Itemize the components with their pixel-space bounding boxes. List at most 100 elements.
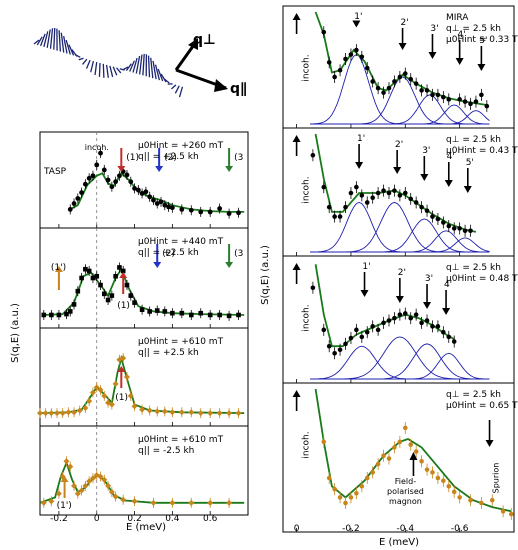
data-point xyxy=(150,499,157,506)
peak-arrowhead xyxy=(117,166,126,172)
data-point xyxy=(354,490,359,496)
peak-arrowhead xyxy=(225,262,234,268)
component-curve xyxy=(310,218,490,253)
data-point xyxy=(97,386,104,393)
data-point xyxy=(354,327,359,333)
peak-arrowhead xyxy=(398,42,407,50)
peak-label: 3' xyxy=(425,274,433,284)
spin-vector xyxy=(68,44,75,56)
data-point xyxy=(83,266,88,272)
data-point xyxy=(402,71,408,76)
data-point xyxy=(197,410,204,417)
data-point xyxy=(413,312,419,317)
data-point xyxy=(101,476,108,483)
data-point xyxy=(108,401,115,408)
q-label: q|| = -2.5 kh xyxy=(138,446,194,456)
data-point xyxy=(413,449,419,454)
data-point xyxy=(354,47,359,53)
data-point xyxy=(381,453,386,459)
data-point xyxy=(337,495,343,500)
data-point xyxy=(64,311,69,317)
data-point xyxy=(188,312,194,318)
data-point xyxy=(178,409,185,416)
data-point xyxy=(468,497,473,503)
spurion-arrowhead xyxy=(485,440,494,447)
peak-label: 5' xyxy=(479,36,487,46)
data-point xyxy=(123,374,130,380)
data-point xyxy=(166,204,171,210)
spin-vector xyxy=(122,66,129,71)
data-point xyxy=(154,408,161,415)
fit-curve xyxy=(314,11,487,106)
peak-label: (1') xyxy=(51,263,66,273)
x-tick-label: 0.4 xyxy=(165,514,180,524)
field-label: μ0Hint = 0.33 T xyxy=(446,35,518,45)
data-point xyxy=(98,282,103,288)
data-point xyxy=(146,407,153,414)
peak-arrowhead xyxy=(477,64,486,71)
magnon-arrowhead xyxy=(409,452,418,460)
data-point xyxy=(109,293,115,298)
data-point xyxy=(451,226,457,231)
peak-label: 4' xyxy=(447,152,455,162)
peak-label: (1) xyxy=(117,301,130,311)
peak-label: 3' xyxy=(430,24,438,34)
data-point xyxy=(479,92,484,98)
data-point xyxy=(120,268,126,274)
data-point xyxy=(63,458,70,465)
x-tick-label: 0.2 xyxy=(127,514,141,524)
data-point xyxy=(170,310,175,316)
data-point xyxy=(139,191,145,196)
data-point xyxy=(375,461,381,467)
data-point xyxy=(86,478,93,485)
x-tick-label: -0.6 xyxy=(451,524,469,534)
data-point xyxy=(310,285,316,291)
data-point xyxy=(101,392,108,399)
peak-arrowhead xyxy=(352,20,361,28)
data-point xyxy=(364,475,370,481)
q-label: q⊥ = 2.5 kh xyxy=(446,390,501,400)
peak-label: 1' xyxy=(354,12,362,22)
data-point xyxy=(207,312,213,318)
data-point xyxy=(392,79,397,84)
data-point xyxy=(332,486,337,492)
data-point xyxy=(381,90,386,95)
data-point xyxy=(37,410,43,417)
data-point xyxy=(179,207,185,212)
spin-vector xyxy=(49,28,54,49)
data-point xyxy=(40,499,47,506)
data-point xyxy=(392,445,397,450)
data-point xyxy=(413,81,419,86)
data-point xyxy=(343,56,348,62)
data-point xyxy=(236,210,241,216)
incoh-label: incoh. xyxy=(85,143,109,152)
data-point xyxy=(424,88,430,93)
q-parallel-label: q∥ xyxy=(230,81,247,97)
peak-arrowhead xyxy=(428,52,437,59)
component-curve xyxy=(310,352,490,380)
data-point xyxy=(343,204,348,210)
spin-vector xyxy=(138,54,143,75)
data-point xyxy=(94,273,100,279)
data-point xyxy=(226,499,233,506)
data-point xyxy=(82,482,89,489)
data-point xyxy=(386,190,392,196)
data-point xyxy=(226,410,233,417)
spurion-label: Spurion xyxy=(492,463,501,494)
component-curve xyxy=(310,201,490,253)
data-point xyxy=(82,181,88,187)
data-point xyxy=(41,312,47,318)
data-point xyxy=(370,79,375,84)
peak-arrowhead xyxy=(395,296,404,303)
data-point xyxy=(386,456,392,461)
data-point xyxy=(139,406,146,413)
component-curve xyxy=(310,237,490,253)
peak-arrowhead xyxy=(463,186,472,193)
data-point xyxy=(236,312,241,318)
peak-arrowhead xyxy=(393,166,402,174)
data-point xyxy=(101,167,107,173)
data-point xyxy=(86,268,92,274)
data-point xyxy=(435,475,441,481)
data-point xyxy=(375,190,381,196)
incoh-arrowhead xyxy=(292,390,301,397)
